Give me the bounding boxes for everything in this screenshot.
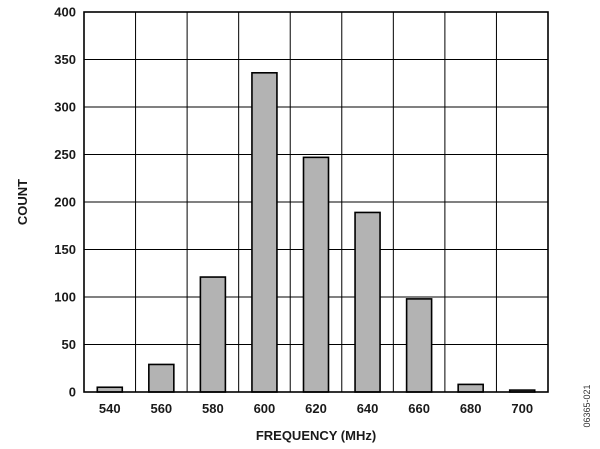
- bar-620: [302, 156, 330, 393]
- y-tick-label: 200: [54, 195, 76, 210]
- y-tick-label: 50: [62, 337, 76, 352]
- bar-640: [354, 211, 381, 393]
- grid-layer: [84, 11, 548, 393]
- bar-600: [251, 72, 278, 393]
- figure-id: 06365-021: [582, 384, 592, 427]
- x-tick-labels: 540 560 580 600 620 640 660 680 700: [99, 401, 533, 416]
- bar-680: [457, 383, 484, 393]
- y-tick-label: 300: [54, 100, 76, 115]
- bar-580: [199, 276, 227, 393]
- x-tick-label: 560: [150, 401, 172, 416]
- y-tick-label: 400: [54, 5, 76, 20]
- y-tick-label: 350: [54, 52, 76, 67]
- y-tick-label: 250: [54, 147, 76, 162]
- y-tick-label: 100: [54, 290, 76, 305]
- y-axis-title: COUNT: [15, 179, 30, 225]
- x-tick-label: 700: [511, 401, 533, 416]
- x-tick-label: 580: [202, 401, 224, 416]
- x-tick-label: 660: [408, 401, 430, 416]
- y-tick-labels: 0 50 100 150 200 250 300 350 400: [54, 5, 76, 400]
- plot-frame: [83, 11, 549, 393]
- y-tick-label: 0: [69, 385, 76, 400]
- x-axis-title: FREQUENCY (MHz): [256, 428, 376, 443]
- bar-660: [405, 298, 433, 393]
- x-tick-label: 620: [305, 401, 327, 416]
- x-tick-label: 680: [460, 401, 482, 416]
- y-tick-label: 150: [54, 242, 76, 257]
- x-tick-label: 640: [357, 401, 379, 416]
- x-tick-label: 540: [99, 401, 121, 416]
- x-tick-label: 600: [254, 401, 276, 416]
- bar-560: [148, 363, 175, 393]
